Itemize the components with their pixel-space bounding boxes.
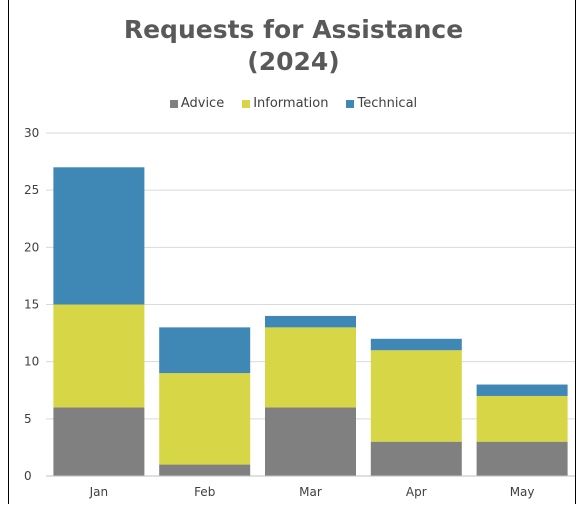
legend-swatch-advice xyxy=(169,99,178,108)
x-tick-label: Jan xyxy=(89,485,109,499)
chart-title-line-2: (2024) xyxy=(247,47,340,76)
chart-legend: Advice Information Technical xyxy=(0,96,587,111)
bar-technical-feb xyxy=(159,327,251,374)
bar-information-apr xyxy=(370,350,462,442)
bar-advice-jan xyxy=(53,407,145,476)
legend-swatch-technical xyxy=(346,99,355,108)
chart-title: Requests for Assistance (2024) xyxy=(0,14,587,78)
x-tick-label: Mar xyxy=(299,485,322,499)
bar-advice-feb xyxy=(159,464,251,476)
legend-item-technical: Technical xyxy=(346,96,417,111)
bar-information-feb xyxy=(159,373,251,465)
bar-technical-may xyxy=(476,384,568,396)
bar-advice-mar xyxy=(265,407,356,476)
bar-technical-apr xyxy=(370,338,462,351)
legend-item-advice: Advice xyxy=(169,96,225,111)
legend-label-technical: Technical xyxy=(357,96,418,111)
bar-information-jan xyxy=(53,304,145,408)
y-tick-label: 15 xyxy=(24,298,39,312)
bar-information-may xyxy=(476,395,568,442)
y-tick-label: 20 xyxy=(24,240,39,254)
bar-information-mar xyxy=(265,327,356,408)
y-tick-label: 10 xyxy=(24,355,39,369)
x-tick-label: May xyxy=(510,485,535,499)
x-tick-label: Feb xyxy=(194,485,215,499)
legend-label-advice: Advice xyxy=(180,96,225,111)
legend-item-information: Information xyxy=(242,96,328,111)
legend-swatch-information xyxy=(242,99,251,108)
y-tick-label: 25 xyxy=(24,183,39,197)
x-tick-label: Apr xyxy=(406,485,427,499)
y-tick-label: 30 xyxy=(24,126,39,140)
bar-advice-apr xyxy=(370,441,462,476)
bar-technical-mar xyxy=(265,315,356,328)
y-tick-label: 5 xyxy=(24,412,32,426)
bar-advice-may xyxy=(476,441,568,476)
chart-title-line-1: Requests for Assistance xyxy=(123,15,464,44)
legend-label-information: Information xyxy=(253,96,329,111)
bar-technical-jan xyxy=(53,167,145,305)
y-tick-label: 0 xyxy=(24,469,32,483)
